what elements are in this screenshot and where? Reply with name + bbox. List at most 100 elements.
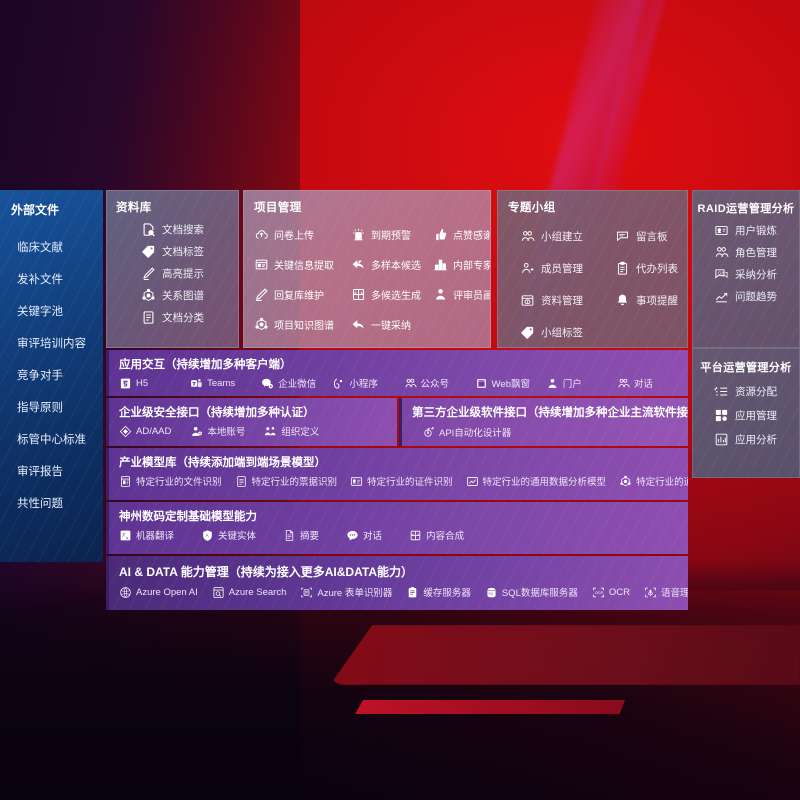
project-item-label-8: 评审员画像 xyxy=(453,291,490,302)
base-model-band-title: 神州数码定制基础模型能力 xyxy=(119,511,257,523)
form-recognizer-icon xyxy=(300,586,313,599)
team-item-member[interactable]: 成员管理 xyxy=(520,255,615,281)
platform-item-resource[interactable]: 资源分配 xyxy=(714,384,799,399)
wechat-work-icon xyxy=(261,377,274,390)
team-item-todo[interactable]: 代办列表 xyxy=(615,255,687,281)
edit-pen-icon xyxy=(254,287,269,302)
team-item-create[interactable]: 小组建立 xyxy=(520,223,615,249)
ocr-icon: OCR xyxy=(592,586,605,599)
sidebar-item-4[interactable]: 竞争对手 xyxy=(17,370,63,382)
project-item-multisample[interactable]: 多样本候选 xyxy=(351,252,433,277)
library-item-document-tag[interactable]: 文档标签 xyxy=(141,244,238,259)
project-item-extract[interactable]: 关键信息提取 xyxy=(254,252,351,277)
svg-text:SQL: SQL xyxy=(488,591,494,595)
sidebar-item-5[interactable]: 指导原则 xyxy=(17,402,63,414)
project-item-upload[interactable]: 问卷上传 xyxy=(254,222,351,247)
base-model-item-chat[interactable]: 对话 xyxy=(346,528,382,542)
third-party-item-api-designer[interactable]: API自动化设计器 xyxy=(422,425,511,439)
sidebar-item-3[interactable]: 审评培训内容 xyxy=(17,338,86,350)
model-band-title: 产业模型库（持续添加端到端场景模型） xyxy=(119,457,326,469)
library-texture xyxy=(107,191,238,347)
user-card-icon xyxy=(714,223,729,238)
sidebar-item-2[interactable]: 关键字池 xyxy=(17,306,63,318)
sidebar-item-8[interactable]: 共性问题 xyxy=(17,498,63,510)
team-texture xyxy=(498,191,687,347)
team-title: 专题小组 xyxy=(508,202,556,214)
interaction-item-wechat-work[interactable]: 企业微信 xyxy=(261,376,332,390)
sidebar-item-6[interactable]: 标管中心标准 xyxy=(17,434,86,446)
security-item-adaad[interactable]: AD/AAD xyxy=(119,425,171,438)
team-item-label-6: 小组标签 xyxy=(541,326,583,339)
sidebar-item-1[interactable]: 发补文件 xyxy=(17,274,63,286)
raid-title: RAID运营管理分析 xyxy=(697,203,795,215)
project-item-reply-lib[interactable]: 回复库维护 xyxy=(254,282,351,307)
project-item-ranking[interactable]: 内部专家排名 xyxy=(433,252,490,277)
project-item-graph[interactable]: 项目知识图谱 xyxy=(254,312,351,337)
interaction-item-miniprogram[interactable]: 小程序 xyxy=(332,376,403,390)
platform-texture xyxy=(693,349,799,477)
project-item-adopt[interactable]: 一键采纳 xyxy=(351,312,433,337)
base-model-item-label-4: 内容合成 xyxy=(426,531,465,542)
ai-data-item-search[interactable]: Azure Search xyxy=(212,586,286,599)
background-red-bar xyxy=(355,700,625,714)
project-item-thanks[interactable]: 点赞感谢 xyxy=(433,222,490,247)
interaction-item-portal[interactable]: 门户 xyxy=(546,376,617,390)
id-card-icon xyxy=(350,475,363,488)
content-synth-icon xyxy=(409,529,422,542)
ai-data-item-form-recognizer[interactable]: Azure 表单识别器 xyxy=(300,585,392,599)
project-item-portrait[interactable]: 评审员画像 xyxy=(433,282,490,307)
ai-data-item-cache-server[interactable]: 缓存服务器 xyxy=(406,585,471,599)
raid-item-trend[interactable]: 问题趋势 xyxy=(714,289,799,304)
model-item-knowledge-graph[interactable]: 特定行业的通用知识图谱模型 xyxy=(619,474,688,488)
library-item-classify[interactable]: 文档分类 xyxy=(141,310,238,325)
team-item-remind[interactable]: 事项提醒 xyxy=(615,287,687,313)
sidebar-item-7[interactable]: 审评报告 xyxy=(17,466,63,478)
interaction-item-official-account[interactable]: 公众号 xyxy=(404,376,475,390)
model-item-file-recognize[interactable]: 特定行业的文件识别 xyxy=(119,474,222,488)
model-item-receipt-recognize[interactable]: 特定行业的票据识别 xyxy=(235,474,337,488)
team-item-material[interactable]: 资料管理 xyxy=(520,287,615,313)
interaction-item-dialog[interactable]: 对话 xyxy=(617,376,688,390)
security-item-organization[interactable]: 组织定义 xyxy=(264,424,319,438)
base-model-item-entity[interactable]: A 关键实体 xyxy=(201,528,256,542)
ai-data-item-ocr[interactable]: OCR OCR xyxy=(592,586,630,599)
html5-icon xyxy=(119,377,132,390)
raid-item-user[interactable]: 用户锻炼 xyxy=(714,223,799,238)
library-item-graph[interactable]: 关系图谱 xyxy=(141,288,238,303)
sidebar-item-0[interactable]: 临床文献 xyxy=(17,242,63,254)
team-item-tag[interactable]: 小组标签 xyxy=(520,319,615,345)
model-band: 产业模型库（持续添加端到端场景模型） 特定行业的文件识别 特定行业的票据识别 特… xyxy=(106,448,688,500)
role-group-icon xyxy=(714,245,729,260)
platform-item-label-2: 应用分析 xyxy=(735,434,777,446)
raid-item-adopt[interactable]: QA 采纳分析 xyxy=(714,267,799,282)
ai-data-item-sql-db[interactable]: SQL SQL数据库服务器 xyxy=(485,585,578,599)
project-item-alarm[interactable]: 到期预警 xyxy=(351,222,433,247)
speech-understand-icon xyxy=(644,586,657,599)
ai-data-item-speech[interactable]: 语音理解 xyxy=(644,585,688,599)
model-item-data-analysis[interactable]: 特定行业的通用数据分析模型 xyxy=(466,474,606,488)
model-item-label-4: 特定行业的通用知识图谱模型 xyxy=(636,477,688,488)
base-model-item-summary[interactable]: 摘要 xyxy=(283,528,319,542)
platform-item-appmanage[interactable]: 应用管理 xyxy=(714,408,799,423)
security-band-row: AD/AAD 本地账号 组织定义 xyxy=(119,424,397,438)
ai-data-item-openai[interactable]: Azure Open AI xyxy=(119,586,198,599)
raid-item-role[interactable]: 角色管理 xyxy=(714,245,799,260)
platform-item-appanalysis[interactable]: 应用分析 xyxy=(714,432,799,447)
model-item-id-card[interactable]: 特定行业的证件识别 xyxy=(350,474,453,488)
library-item-highlight[interactable]: 高亮提示 xyxy=(141,266,238,281)
interaction-item-h5[interactable]: H5 xyxy=(119,377,190,390)
security-item-label-2: 组织定义 xyxy=(281,427,320,438)
library-item-document-search[interactable]: 文档搜索 xyxy=(141,222,238,237)
team-item-board[interactable]: 留言板 xyxy=(615,223,687,249)
sidebar-list: 临床文献 发补文件 关键字池 审评培训内容 竞争对手 指导原则 标管中心标准 审… xyxy=(0,232,103,520)
ai-data-item-label-5: OCR xyxy=(608,586,630,598)
interaction-item-teams[interactable]: Teams xyxy=(190,377,261,390)
base-model-item-content-synth[interactable]: 内容合成 xyxy=(409,528,464,542)
interaction-item-web-window[interactable]: Web飘窗 xyxy=(475,376,546,390)
project-item-multigen[interactable]: 多候选生成 xyxy=(351,282,433,307)
security-item-local-account[interactable]: 本地账号 xyxy=(190,424,245,438)
cache-server-icon xyxy=(406,586,419,599)
team-item-label-4: 资料管理 xyxy=(541,294,583,307)
